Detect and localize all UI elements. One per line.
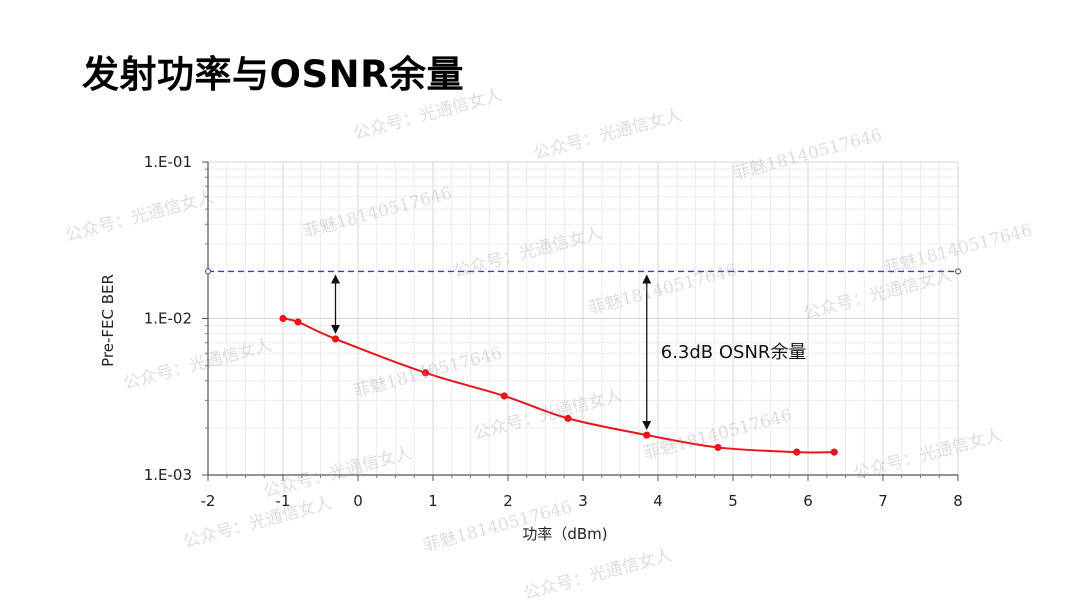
x-tick-label: 6 [803, 492, 813, 510]
x-axis-label: 功率（dBm) [522, 525, 607, 543]
x-tick-label: -1 [276, 492, 291, 510]
chart-axes [202, 161, 959, 481]
data-point [294, 318, 302, 326]
y-tick-label: 1.E-03 [144, 466, 192, 484]
page-title: 发射功率与OSNR余量 [82, 53, 465, 96]
label-layer: -2 -1 0 1 2 3 4 5 6 7 8 1.E-01 1.E-02 1.E-03 功率（dBm) Pr… [99, 153, 963, 543]
x-tick-label: 3 [578, 492, 588, 510]
x-tick-label: 5 [728, 492, 738, 510]
y-tick-label: 1.E-02 [144, 310, 192, 328]
data-point [500, 392, 508, 400]
x-tick-label: 1 [428, 492, 438, 510]
data-point [830, 448, 838, 456]
x-tick-label: -2 [201, 492, 216, 510]
threshold-endpoint [205, 268, 211, 275]
x-tick-label: 7 [878, 492, 888, 510]
data-point [331, 335, 340, 343]
series-line [282, 317, 835, 454]
margin-annotation-label: 6.3dB OSNR余量 [661, 342, 807, 363]
data-point [564, 414, 572, 422]
data-point [643, 431, 651, 439]
threshold-endpoint [955, 268, 961, 275]
threshold-layer [205, 268, 961, 275]
data-point [421, 369, 430, 377]
data-point [793, 448, 801, 456]
annotation-layer: 6.3dB OSNR余量 [330, 274, 807, 430]
y-axis-label: Pre-FEC BER [99, 274, 117, 367]
data-point [279, 314, 287, 323]
x-tick-label: 0 [353, 492, 363, 510]
x-tick-label: 2 [503, 492, 513, 510]
data-point [714, 443, 722, 452]
series-layer [279, 314, 838, 456]
y-tick-label: 1.E-01 [144, 153, 192, 171]
x-tick-label: 4 [653, 492, 663, 510]
x-tick-label: 8 [953, 492, 963, 510]
chart-grid [207, 161, 959, 476]
